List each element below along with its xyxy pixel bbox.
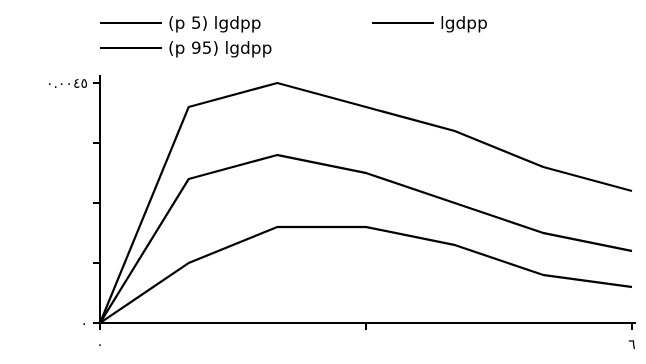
legend-label-1: lgdpp (440, 14, 488, 34)
legend-label-0: (p 5) lgdpp (168, 14, 262, 34)
series-line-2 (98, 81, 633, 324)
x-tick-label: ٦ (628, 337, 636, 353)
x-tick-label: ٠ (96, 337, 104, 353)
y-tick-label: ٠.٠٠٤٥ (46, 76, 88, 92)
axes: ٠ ٠.٠٠٤٥ ٠ ٦ (46, 75, 636, 353)
legend-label-2: (p 95) lgdpp (168, 39, 272, 59)
series-group (98, 81, 633, 324)
series-line-0 (99, 225, 633, 324)
legend: (p 5) lgdpp lgdpp (p 95) lgdpp (100, 14, 488, 59)
series-line-1 (99, 153, 633, 324)
y-tick-label: ٠ (80, 316, 88, 332)
